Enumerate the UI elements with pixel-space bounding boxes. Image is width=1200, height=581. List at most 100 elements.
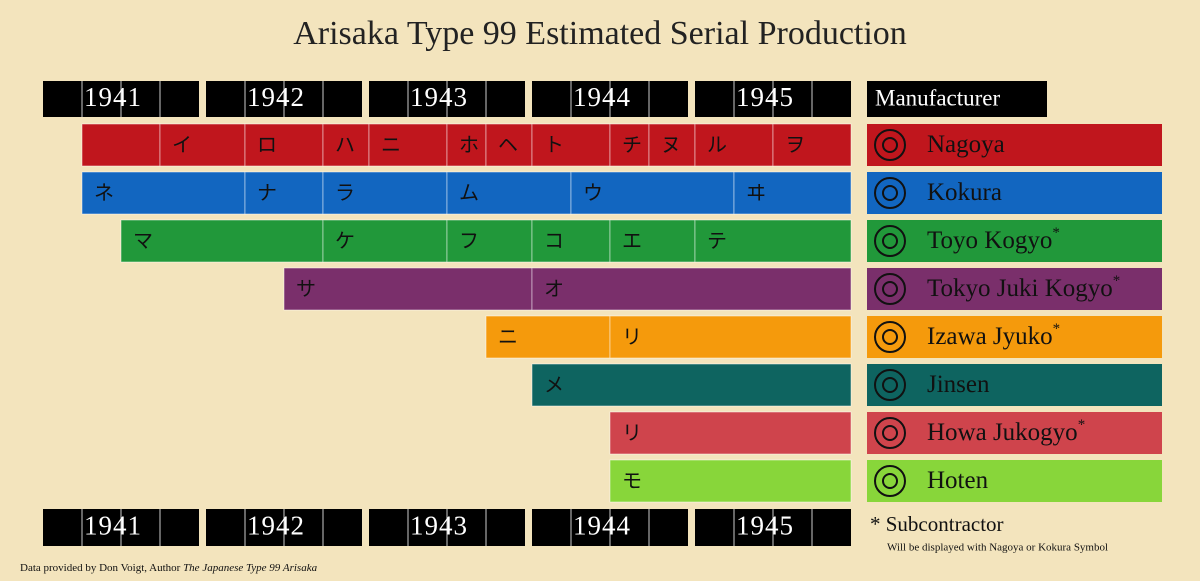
legend-box bbox=[867, 124, 1162, 166]
symbol-ring bbox=[874, 321, 906, 353]
legend-header-box bbox=[867, 81, 1047, 117]
segment bbox=[446, 171, 572, 215]
symbol-ring bbox=[874, 177, 906, 209]
segment bbox=[283, 267, 533, 311]
segment-label: ニ bbox=[498, 325, 518, 349]
segment-label: ヲ bbox=[785, 133, 805, 157]
segment-label: エ bbox=[622, 229, 642, 253]
symbol-ring bbox=[874, 129, 906, 161]
year-label: 1943 bbox=[410, 511, 468, 541]
segment bbox=[322, 123, 370, 167]
legend-box bbox=[867, 268, 1162, 310]
segment-label: ニ bbox=[381, 133, 401, 157]
legend-label: Tokyo Juki Kogyo* bbox=[927, 273, 1120, 301]
segment-label: ケ bbox=[335, 229, 355, 253]
segment-label: ネ bbox=[94, 181, 114, 205]
segment-label: ハ bbox=[335, 133, 355, 157]
symbol-inner bbox=[882, 281, 898, 297]
segment-label: ム bbox=[459, 181, 479, 205]
footnote: * Subcontractor bbox=[870, 512, 1004, 536]
manufacturer-symbol bbox=[874, 273, 906, 305]
symbol-inner bbox=[882, 425, 898, 441]
legend-box bbox=[867, 460, 1162, 502]
symbol-ring bbox=[874, 273, 906, 305]
symbol-inner bbox=[882, 329, 898, 345]
manufacturer-symbol bbox=[874, 465, 906, 497]
symbol-inner bbox=[882, 473, 898, 489]
symbol-inner bbox=[882, 137, 898, 153]
segment bbox=[609, 219, 696, 263]
legend-label: Nagoya bbox=[927, 131, 1005, 158]
segment bbox=[531, 123, 611, 167]
legend-name: Howa Jukogyo bbox=[927, 419, 1078, 446]
legend-mark: * bbox=[1113, 273, 1121, 289]
segment-label: チ bbox=[622, 133, 642, 157]
legend-box bbox=[867, 316, 1162, 358]
segment-label: ナ bbox=[257, 181, 277, 205]
segment bbox=[648, 123, 696, 167]
segment bbox=[81, 123, 161, 167]
segment bbox=[570, 171, 735, 215]
segment bbox=[368, 123, 448, 167]
footnote-detail: Will be displayed with Nagoya or Kokura … bbox=[887, 542, 1108, 554]
segment bbox=[244, 171, 324, 215]
legend-box bbox=[867, 412, 1162, 454]
segment-label: ロ bbox=[257, 133, 277, 157]
segment bbox=[244, 123, 324, 167]
symbol-ring bbox=[874, 225, 906, 257]
segment bbox=[531, 267, 852, 311]
segment-label: ヰ bbox=[746, 181, 766, 205]
year-label: 1941 bbox=[84, 511, 142, 541]
segment bbox=[485, 123, 533, 167]
segment-label: フ bbox=[459, 229, 479, 253]
segment bbox=[81, 171, 246, 215]
legend-label: Izawa Jyuko* bbox=[927, 321, 1060, 349]
legend-label: Toyo Kogyo* bbox=[927, 225, 1060, 253]
credit-text: Data provided by Don Voigt, Author bbox=[20, 562, 181, 574]
year-label: 1944 bbox=[573, 511, 631, 541]
segment bbox=[733, 171, 852, 215]
segment-label: オ bbox=[544, 277, 564, 301]
segment-label: ウ bbox=[583, 181, 603, 205]
year-label: 1942 bbox=[247, 82, 305, 112]
legend-mark: * bbox=[1078, 417, 1086, 433]
legend-box bbox=[867, 172, 1162, 214]
segment-label: コ bbox=[544, 229, 564, 253]
manufacturer-symbol bbox=[874, 417, 906, 449]
segment-label: ル bbox=[707, 133, 727, 157]
symbol-ring bbox=[874, 417, 906, 449]
legend-label: Kokura bbox=[927, 179, 1002, 206]
segment bbox=[694, 123, 774, 167]
segment bbox=[446, 123, 487, 167]
legend-box bbox=[867, 364, 1162, 406]
segment bbox=[772, 123, 852, 167]
chart-title: Arisaka Type 99 Estimated Serial Product… bbox=[293, 15, 907, 52]
segment bbox=[609, 315, 852, 359]
segment bbox=[485, 315, 611, 359]
legend-name: Toyo Kogyo bbox=[927, 227, 1052, 254]
legend-box bbox=[867, 220, 1162, 262]
segment-label: ヌ bbox=[661, 133, 681, 157]
manufacturer-symbol bbox=[874, 177, 906, 209]
legend-label: Jinsen bbox=[927, 371, 990, 398]
manufacturer-symbol bbox=[874, 129, 906, 161]
segment-label: リ bbox=[622, 325, 642, 349]
segment-label: メ bbox=[544, 373, 564, 397]
symbol-inner bbox=[882, 185, 898, 201]
legend-name: Izawa Jyuko bbox=[927, 323, 1053, 350]
symbol-inner bbox=[882, 377, 898, 393]
segment bbox=[609, 411, 852, 455]
segment bbox=[322, 219, 448, 263]
legend-mark: * bbox=[1052, 225, 1060, 241]
segment-label: モ bbox=[622, 469, 642, 493]
segment-label: ラ bbox=[335, 181, 355, 205]
manufacturer-symbol bbox=[874, 369, 906, 401]
legend-name: Jinsen bbox=[927, 371, 990, 398]
symbol-ring bbox=[874, 369, 906, 401]
legend-label: Hoten bbox=[927, 467, 989, 494]
symbol-inner bbox=[882, 233, 898, 249]
segment bbox=[159, 123, 246, 167]
legend-name: Hoten bbox=[927, 467, 989, 494]
legend-mark: * bbox=[1053, 321, 1061, 337]
